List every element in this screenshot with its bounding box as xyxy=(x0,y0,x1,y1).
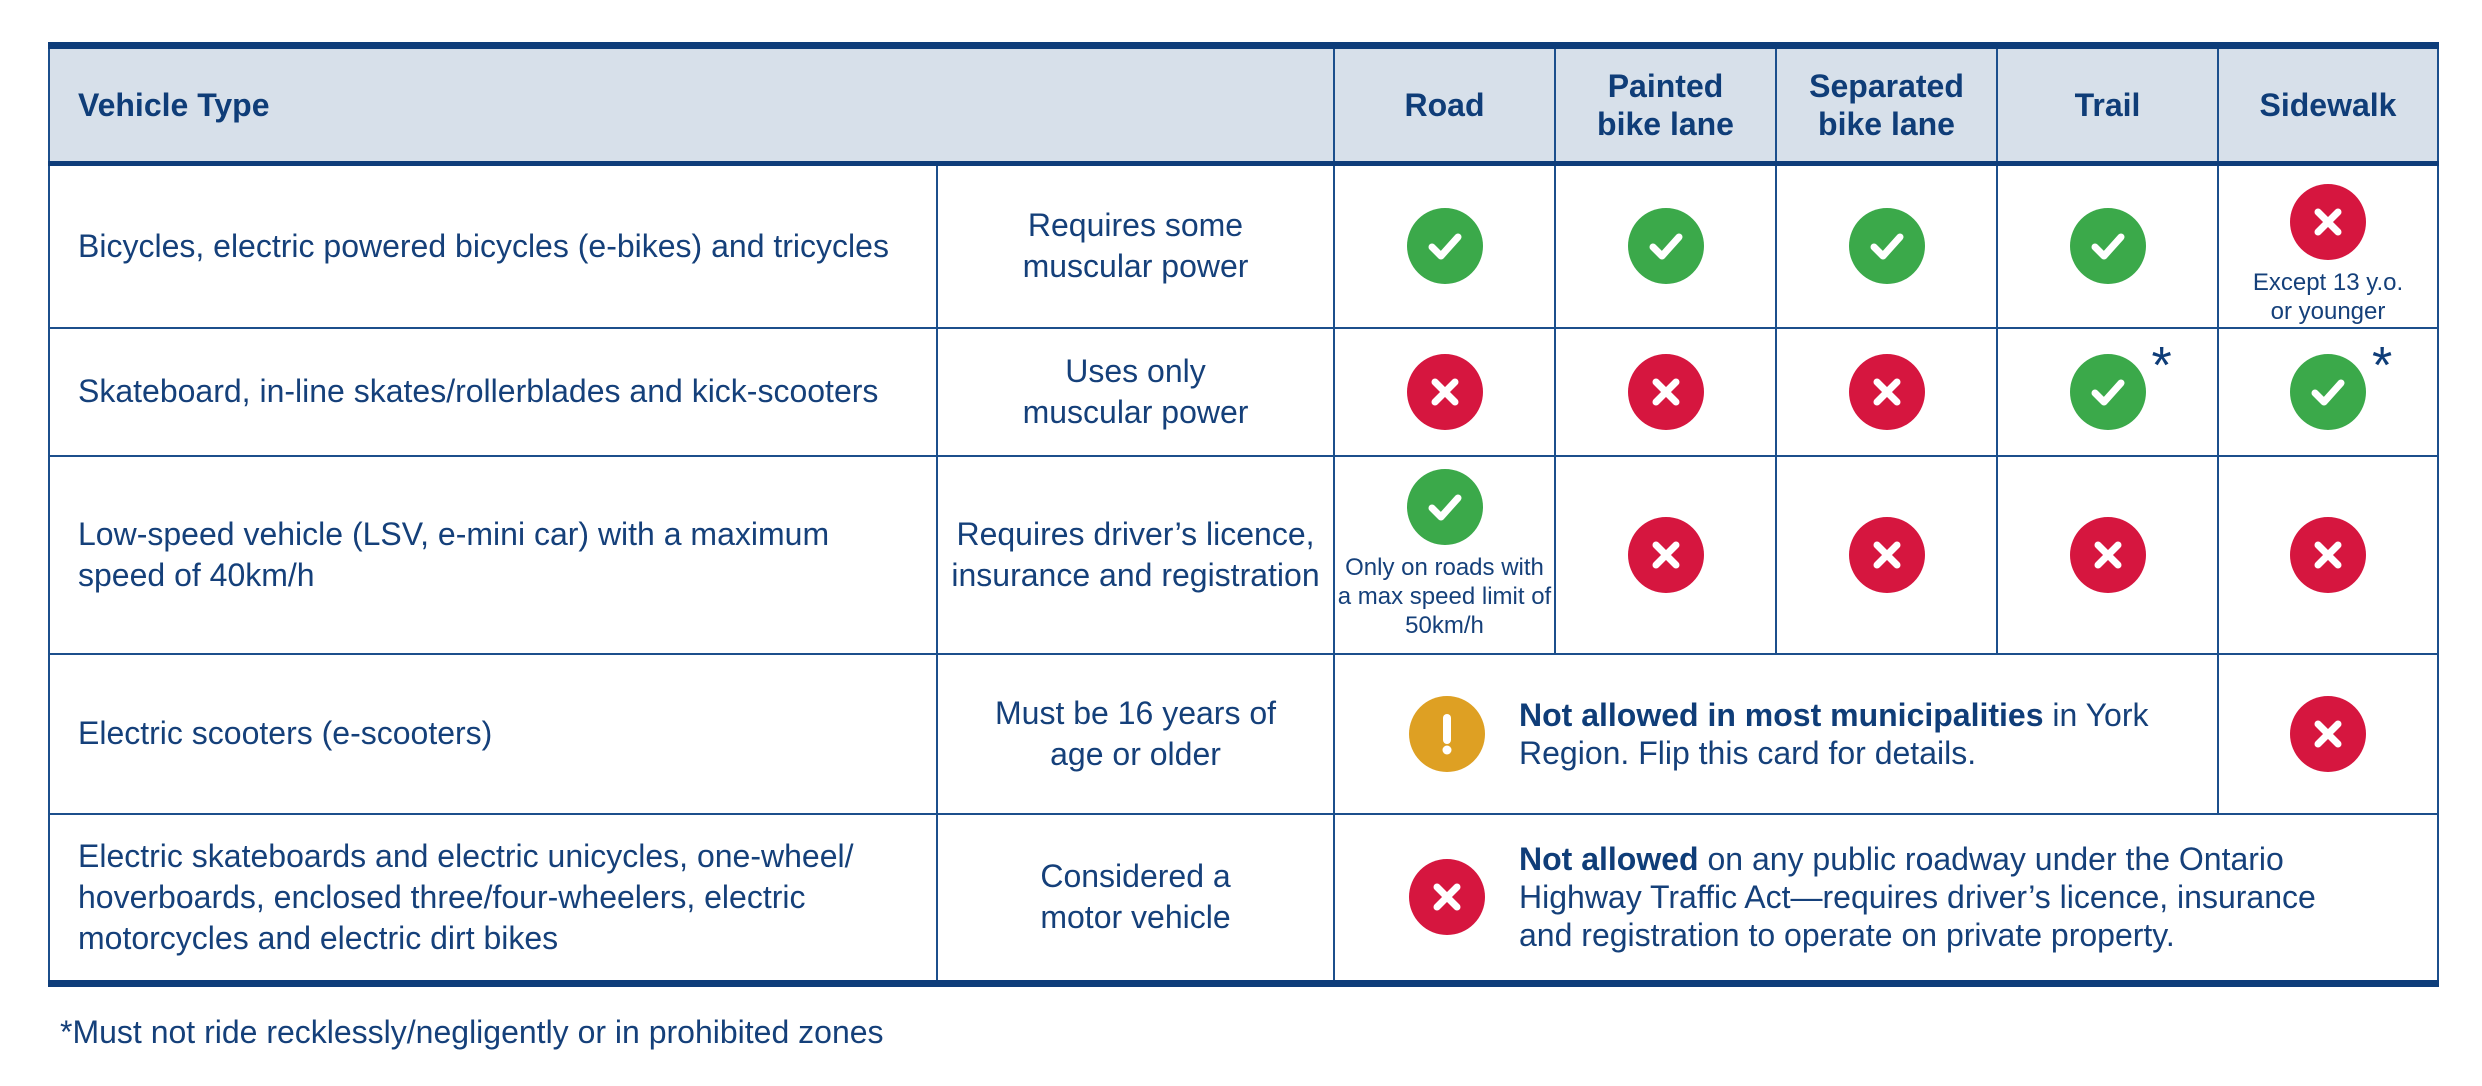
x-mark-icon xyxy=(1848,516,1925,593)
cell-sidewalk xyxy=(2217,652,2439,815)
checkmark-icon xyxy=(1406,469,1483,545)
cell-painted-bike-lane xyxy=(1554,162,1777,329)
requirement: Requires some muscular power xyxy=(936,162,1335,329)
x-mark-icon xyxy=(1409,859,1485,936)
road-note: Only on roads with a max speed limit of … xyxy=(1337,554,1552,639)
cell-separated-bike-lane xyxy=(1775,326,1998,457)
requirement: Must be 16 years of age or older xyxy=(936,652,1335,815)
x-mark-icon xyxy=(1406,353,1483,430)
header-road: Road xyxy=(1333,42,1556,166)
span-message: Not allowed on any public roadway under … xyxy=(1519,840,2369,954)
span-message-rest: on any public roadway under the Ontario … xyxy=(1519,841,2316,954)
vehicle-description: Bicycles, electric powered bicycles (e-b… xyxy=(48,162,938,329)
exclamation-icon xyxy=(1409,695,1485,772)
x-mark-icon xyxy=(2069,516,2146,593)
requirement-text: Must be 16 years of age or older xyxy=(994,694,1277,772)
header-vehicle-type: Vehicle Type xyxy=(48,42,1335,166)
header-painted-bike-lane: Painted bike lane xyxy=(1554,42,1777,166)
checkmark-icon xyxy=(2069,353,2146,430)
header-separated-bike-lane: Separated bike lane xyxy=(1775,42,1998,166)
cell-trail: * xyxy=(1996,326,2219,457)
cell-separated-bike-lane xyxy=(1775,162,1998,329)
requirement-text: Uses only muscular power xyxy=(1022,352,1249,430)
requirement: Uses only muscular power xyxy=(936,326,1335,457)
header-trail: Trail xyxy=(1996,42,2219,166)
cell-road xyxy=(1333,326,1556,457)
cell-sidewalk xyxy=(2217,454,2439,655)
span-message-bold: Not allowed in most municipalities xyxy=(1519,696,2044,733)
asterisk-mark: * xyxy=(2151,336,2172,395)
cell-painted-bike-lane xyxy=(1554,326,1777,457)
requirement-text: Considered a motor vehicle xyxy=(1040,858,1231,936)
cell-trail xyxy=(1996,162,2219,329)
cell-sidewalk: Except 13 y.o. or younger xyxy=(2217,162,2439,329)
vehicle-description: Electric skateboards and electric unicyc… xyxy=(48,812,938,987)
checkmark-icon xyxy=(1406,208,1483,285)
cell-road: Only on roads with a max speed limit of … xyxy=(1333,454,1556,655)
cell-road xyxy=(1333,162,1556,329)
table-row: Low-speed vehicle (LSV, e-mini car) with… xyxy=(48,454,2439,655)
x-mark-icon xyxy=(2290,516,2366,593)
requirement-text: Requires some muscular power xyxy=(1022,207,1249,285)
cell-road-to-sidewalk-span: Not allowed on any public roadway under … xyxy=(1333,812,2439,987)
checkmark-icon xyxy=(1627,208,1704,285)
header-separated-bike-lane-label: Separated bike lane xyxy=(1809,68,1964,142)
checkmark-icon xyxy=(2069,208,2146,285)
cell-separated-bike-lane xyxy=(1775,454,1998,655)
x-mark-icon xyxy=(2290,695,2366,772)
table-header-row: Vehicle Type Road Painted bike lane Sepa… xyxy=(48,42,2439,166)
vehicle-description: Low-speed vehicle (LSV, e-mini car) with… xyxy=(48,454,938,655)
cell-sidewalk: * xyxy=(2217,326,2439,457)
cell-painted-bike-lane xyxy=(1554,454,1777,655)
x-mark-icon xyxy=(1627,516,1704,593)
vehicle-description: Electric scooters (e-scooters) xyxy=(48,652,938,815)
table-row: Skateboard, in-line skates/rollerblades … xyxy=(48,326,2439,457)
vehicle-rules-table: Vehicle Type Road Painted bike lane Sepa… xyxy=(48,42,2439,987)
table-row: Electric scooters (e-scooters) Must be 1… xyxy=(48,652,2439,815)
vehicle-description: Skateboard, in-line skates/rollerblades … xyxy=(48,326,938,457)
span-message: Not allowed in most municipalities in Yo… xyxy=(1519,696,2159,772)
x-mark-icon xyxy=(1627,353,1704,430)
requirement: Considered a motor vehicle xyxy=(936,812,1335,987)
x-mark-icon xyxy=(1848,353,1925,430)
checkmark-icon xyxy=(1848,208,1925,285)
table-row: Bicycles, electric powered bicycles (e-b… xyxy=(48,162,2439,329)
sidewalk-note: Except 13 y.o. or younger xyxy=(2252,269,2404,326)
x-mark-icon xyxy=(2290,184,2366,261)
requirement: Requires driver’s licence, insurance and… xyxy=(936,454,1335,655)
cell-trail xyxy=(1996,454,2219,655)
footnote: *Must not ride recklessly/negligently or… xyxy=(60,1014,884,1050)
span-message-bold: Not allowed xyxy=(1519,841,1699,878)
checkmark-icon xyxy=(2290,353,2366,430)
header-sidewalk: Sidewalk xyxy=(2217,42,2439,166)
cell-road-to-trail-span: Not allowed in most municipalities in Yo… xyxy=(1333,652,2219,815)
span-message-rest: in York Region. Flip this card for detai… xyxy=(1519,696,2149,771)
asterisk-mark: * xyxy=(2372,336,2393,395)
header-painted-bike-lane-label: Painted bike lane xyxy=(1597,68,1734,142)
table-row: Electric skateboards and electric unicyc… xyxy=(48,812,2439,987)
